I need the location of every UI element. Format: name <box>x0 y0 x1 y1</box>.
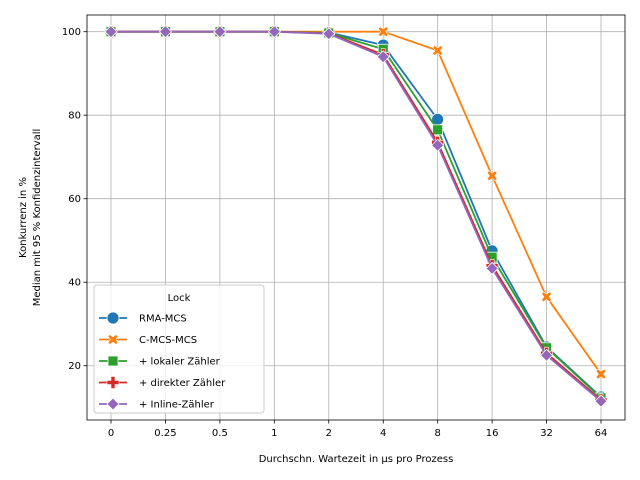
data-point <box>432 124 444 136</box>
x-tick-label: 2 <box>326 428 332 439</box>
data-point <box>539 348 554 362</box>
data-point <box>158 25 173 39</box>
data-point <box>594 394 608 408</box>
data-point <box>486 170 498 182</box>
x-tick-label: 32 <box>540 428 553 439</box>
x-tick-label: 4 <box>380 428 386 439</box>
x-tick-label: 0.25 <box>154 428 176 439</box>
y-axis-title: Konkurrenz in % Median mit 95 % Konfiden… <box>18 129 43 307</box>
y-tick-label: 80 <box>68 111 81 122</box>
x-tick-label: 16 <box>486 428 499 439</box>
data-point <box>431 138 445 152</box>
data-point <box>106 397 120 411</box>
legend-label: + direkter Zähler <box>139 378 226 389</box>
data-point <box>107 355 119 367</box>
legend: Lock RMA-MCS C-MCS-MCS + lokaler Zähler + d… <box>93 284 265 414</box>
data-point <box>376 50 390 64</box>
plot-frame <box>86 14 626 421</box>
legend-label: + Inline-Zähler <box>139 400 215 411</box>
x-tick-label: 1 <box>271 428 277 439</box>
legend-item: C-MCS-MCS <box>99 334 197 346</box>
data-point <box>485 261 499 276</box>
legend-item: + direkter Zähler <box>99 376 226 389</box>
data-point <box>106 376 120 389</box>
data-point <box>377 26 389 38</box>
data-point <box>106 311 120 325</box>
data-point <box>595 368 607 380</box>
x-tick-label: 0 <box>108 428 114 439</box>
x-axis-title: Durchschn. Wartezeit in µs pro Prozess <box>259 454 454 465</box>
x-tick-label: 0.5 <box>212 428 228 439</box>
data-point <box>432 45 444 56</box>
data-point <box>107 334 119 345</box>
y-axis-title-line-1: Konkurrenz in % <box>18 177 29 258</box>
x-axis: 0 0.25 0.5 1 2 4 8 16 32 64 <box>108 420 608 439</box>
legend-label: + lokaler Zähler <box>139 357 221 368</box>
data-point <box>104 25 118 39</box>
data-point <box>267 25 281 39</box>
series-layer <box>104 25 608 408</box>
legend-item: + Inline-Zähler <box>99 397 215 411</box>
legend-title: Lock <box>168 293 191 304</box>
legend-label: RMA-MCS <box>139 314 187 325</box>
y-tick-label: 60 <box>68 194 81 205</box>
legend-item: RMA-MCS <box>99 311 187 325</box>
series-5 <box>104 25 608 408</box>
y-tick-label: 100 <box>62 27 81 38</box>
x-tick-label: 64 <box>595 428 608 439</box>
series-line <box>111 30 602 402</box>
legend-box <box>93 284 265 414</box>
data-point <box>213 25 227 39</box>
y-tick-label: 40 <box>68 278 81 289</box>
y-axis-title-line-2: Median mit 95 % Konfidenzintervall <box>32 129 43 307</box>
data-point <box>322 27 336 41</box>
y-axis: 20 40 60 80 100 <box>62 27 87 372</box>
y-tick-label: 20 <box>68 361 81 372</box>
legend-item: + lokaler Zähler <box>99 355 221 368</box>
data-point <box>541 291 552 303</box>
legend-label: C-MCS-MCS <box>139 335 197 346</box>
x-tick-label: 8 <box>434 428 440 439</box>
